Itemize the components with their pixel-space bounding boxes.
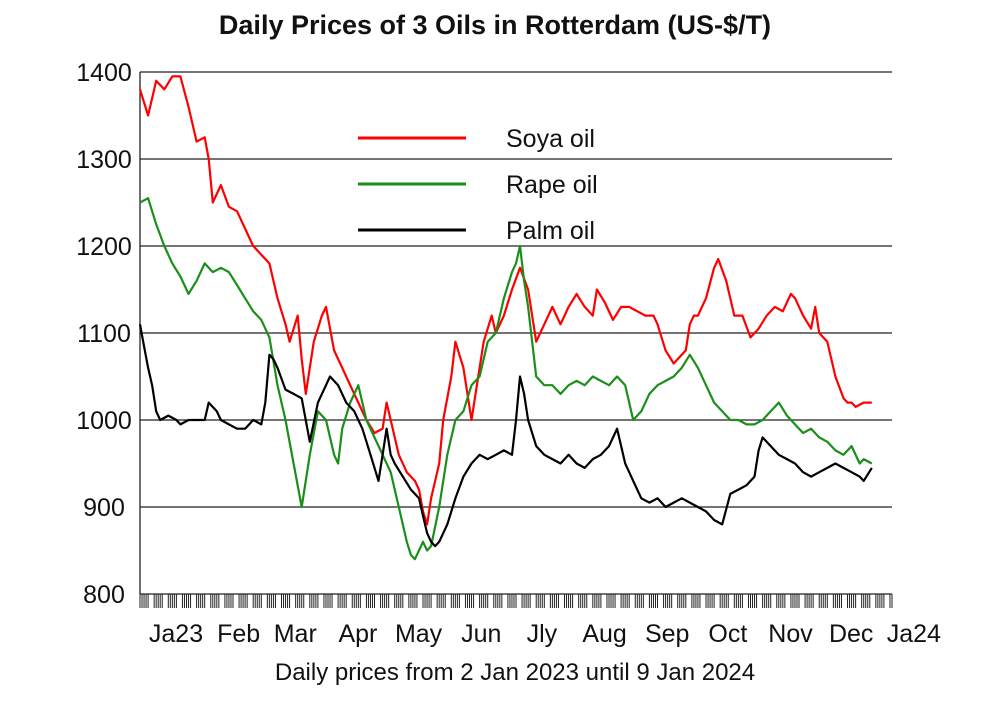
x-tick-label-feb: Feb [217,620,260,648]
legend-label-palm-oil: Palm oil [506,217,595,245]
x-tick-label-mar: Mar [274,620,317,648]
y-tick-label-1100: 1100 [77,320,131,348]
x-tick-label-sep: Sep [645,620,689,648]
x-tick-label-nov: Nov [768,620,813,648]
x-tick-label-oct: Oct [708,620,747,648]
axes: 800 900 1000 1100 1200 1300 1400 Ja23 Feb Mar Apr M… [76,59,941,648]
x-daily-ticks [139,594,893,608]
y-tick-label-800: 800 [83,581,125,609]
x-tick-label-ja23: Ja23 [149,620,203,648]
series-line-palm-oil [138,324,873,548]
y-tick-label-1400: 1400 [76,59,132,87]
gridlines [140,71,892,508]
x-tick-label-ja24: Ja24 [887,620,941,648]
series-lines [138,75,873,561]
y-tick-label-1000: 1000 [76,407,132,435]
legend: Soya oil Rape oil Palm oil [358,125,598,245]
y-tick-label-900: 900 [83,494,125,522]
x-tick-label-aug: Aug [582,620,626,648]
x-tick-label-dec: Dec [829,620,873,648]
legend-label-rape-oil: Rape oil [506,171,598,199]
x-tick-label-jly: Jly [527,620,558,648]
y-tick-label-1300: 1300 [76,146,132,174]
series-line-rape-oil [139,197,873,561]
chart-title: Daily Prices of 3 Oils in Rotterdam (US-… [219,10,771,40]
x-tick-label-apr: Apr [338,620,377,648]
x-tick-label-jun: Jun [461,620,501,648]
legend-label-soya-oil: Soya oil [506,125,595,153]
x-tick-label-may: May [395,620,443,648]
x-axis-title: Daily prices from 2 Jan 2023 until 9 Jan… [275,659,755,686]
y-tick-label-1200: 1200 [76,233,132,261]
